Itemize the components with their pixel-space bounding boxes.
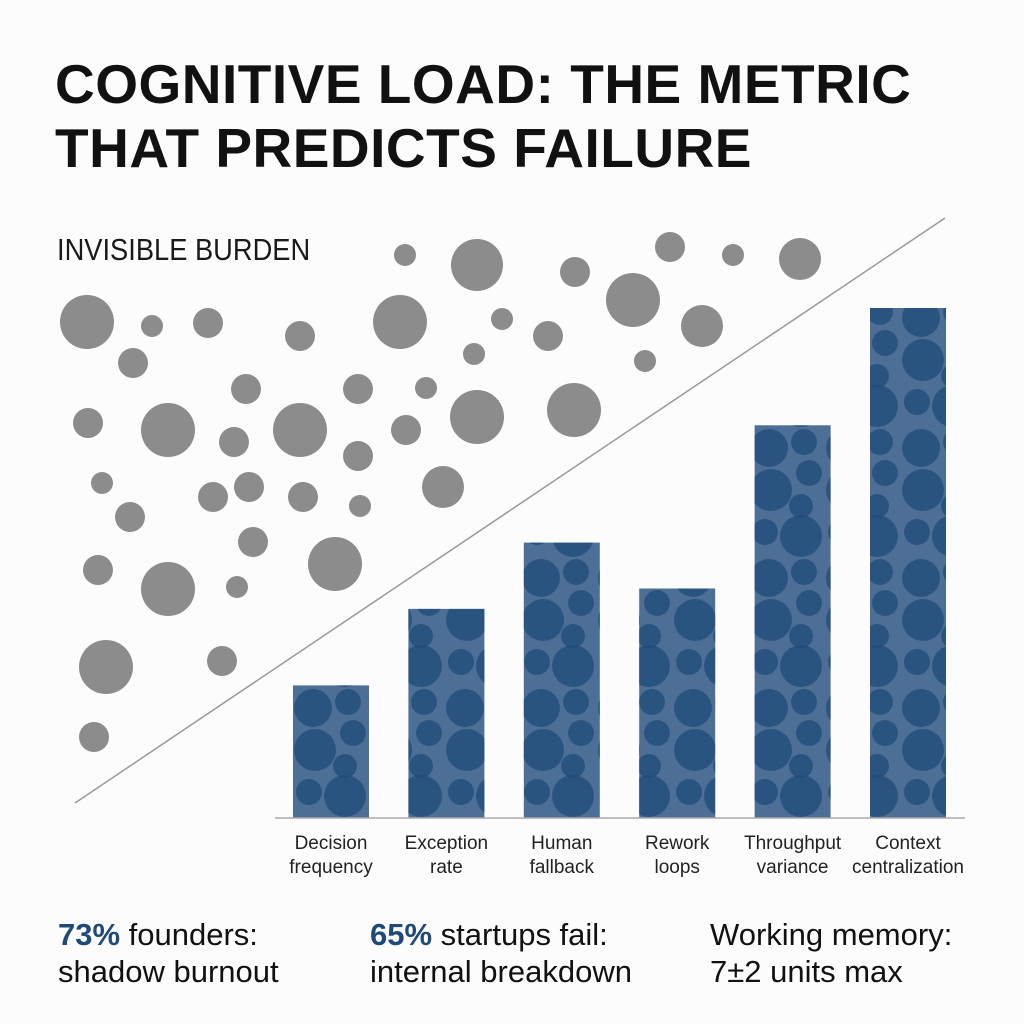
- category-label: Decision frequency: [289, 833, 373, 878]
- stat-text: shadow burnout: [58, 954, 279, 989]
- bubble: [415, 377, 437, 399]
- bubble: [79, 722, 109, 752]
- bubble: [234, 472, 264, 502]
- category-label: Exception rate: [404, 833, 489, 878]
- bubble: [560, 257, 590, 287]
- bubble: [238, 527, 268, 557]
- bubble: [722, 244, 744, 266]
- chart-title: COGNITIVE LOAD: THE METRIC THAT PREDICTS…: [55, 53, 912, 179]
- stat-text: founders:: [128, 917, 258, 952]
- stat-highlight: 73%: [58, 917, 121, 952]
- category-label: Human fallback: [529, 833, 594, 878]
- bar-texture: [408, 608, 485, 818]
- bar-texture: [523, 542, 600, 818]
- bubble: [226, 576, 248, 598]
- bubble: [141, 403, 195, 457]
- bubble: [118, 348, 148, 378]
- bars: [293, 308, 946, 818]
- gray-bubbles: [60, 232, 821, 752]
- bubble: [422, 466, 464, 508]
- bubble: [491, 308, 513, 330]
- bubble: [533, 321, 563, 351]
- bubble: [343, 441, 373, 471]
- category-label: Throughput variance: [744, 833, 842, 878]
- stat: 73% founders: shadow burnout: [58, 916, 279, 990]
- bubble: [285, 321, 315, 351]
- bubble: [463, 343, 485, 365]
- bubble: [547, 383, 601, 437]
- bar-texture: [293, 685, 369, 818]
- bubble: [288, 482, 318, 512]
- bubble: [141, 562, 195, 616]
- bar-texture: [639, 588, 716, 818]
- stat-text: startups fail:: [440, 917, 608, 952]
- bubble: [373, 295, 427, 349]
- bubble: [450, 390, 504, 444]
- bar-texture: [870, 308, 946, 818]
- bubble: [634, 350, 656, 372]
- bubble: [115, 502, 145, 532]
- stat-text: 7±2 units max: [710, 954, 903, 989]
- bubble: [655, 232, 685, 262]
- bubble: [83, 555, 113, 585]
- stat-text: Working memory:: [710, 917, 953, 952]
- stat: 65% startups fail: internal breakdown: [370, 916, 632, 990]
- bubble: [91, 472, 113, 494]
- bubble: [273, 403, 327, 457]
- bubble: [207, 646, 237, 676]
- bubble: [141, 315, 163, 337]
- bar-texture: [754, 425, 831, 818]
- annotation: INVISIBLE BURDEN: [57, 232, 311, 267]
- bubble: [681, 305, 723, 347]
- bubble: [198, 482, 228, 512]
- bubble: [79, 640, 133, 694]
- stat-highlight: 65%: [370, 917, 433, 952]
- bubble: [779, 238, 821, 280]
- bubble: [391, 415, 421, 445]
- bubble: [606, 273, 660, 327]
- bubble: [231, 374, 261, 404]
- bubble: [394, 244, 416, 266]
- bubble: [60, 295, 114, 349]
- category-label: Context centralization: [852, 833, 964, 878]
- divider-line: [74, 217, 946, 804]
- stat: Working memory: 7±2 units max: [710, 916, 952, 990]
- bubble: [451, 239, 503, 291]
- bubble: [308, 537, 362, 591]
- category-label: Rework loops: [644, 833, 710, 878]
- bubble: [219, 427, 249, 457]
- bubble: [343, 374, 373, 404]
- bubble: [349, 495, 371, 517]
- bubble: [73, 408, 103, 438]
- bubble: [193, 308, 223, 338]
- stat-text: internal breakdown: [370, 954, 632, 989]
